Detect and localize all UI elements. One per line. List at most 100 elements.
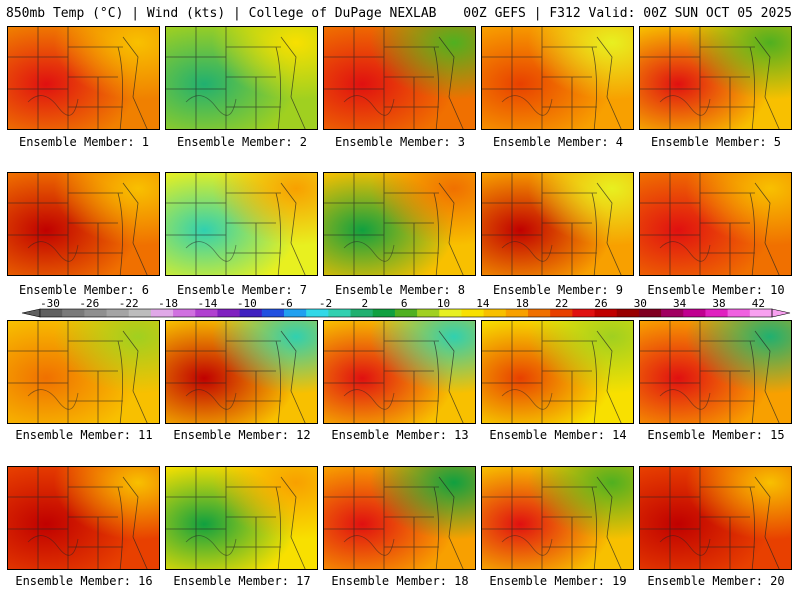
chart-title: 850mb Temp (°C) | Wind (kts) | College o… [6, 6, 437, 21]
colorbar-tick-label: -14 [197, 299, 217, 310]
temperature-map [639, 466, 792, 570]
colorbar-tick-label: 18 [516, 299, 529, 310]
temperature-map [323, 172, 476, 276]
colorbar-swatch [128, 309, 152, 317]
ensemble-member-caption: Ensemble Member: 8 [334, 283, 466, 297]
temperature-map [481, 466, 634, 570]
colorbar-swatch [550, 309, 573, 317]
colorbar-swatch [328, 309, 351, 317]
colorbar-swatch [661, 309, 684, 317]
ensemble-panel: Ensemble Member: 15 [639, 320, 792, 450]
ensemble-member-caption: Ensemble Member: 2 [176, 135, 308, 149]
ensemble-panel: Ensemble Member: 2 [165, 26, 318, 156]
colorbar-tick-label: 14 [476, 299, 490, 310]
ensemble-member-caption: Ensemble Member: 20 [647, 574, 785, 588]
ensemble-panel: Ensemble Member: 14 [481, 320, 634, 450]
colorbar-tick-label: 30 [634, 299, 647, 310]
temperature-map [323, 320, 476, 424]
temperature-map [165, 172, 318, 276]
colorbar-tick-label: 2 [362, 299, 369, 310]
ensemble-panel: Ensemble Member: 16 [7, 466, 160, 596]
ensemble-member-caption: Ensemble Member: 3 [334, 135, 466, 149]
colorbar-tick-label: -26 [79, 299, 99, 310]
colorbar-swatch [394, 309, 418, 317]
colorbar-tick-label: 34 [673, 299, 687, 310]
colorbar-swatch [350, 309, 374, 317]
colorbar-tick-label: -18 [158, 299, 178, 310]
temperature-map [7, 320, 160, 424]
ensemble-panel: Ensemble Member: 3 [323, 26, 476, 156]
colorbar-swatch [616, 309, 640, 317]
temperature-map [7, 26, 160, 130]
colorbar-tick-label: 6 [401, 299, 408, 310]
colorbar-tick-label: -6 [280, 299, 293, 310]
ensemble-panel: Ensemble Member: 10 [639, 172, 792, 302]
colorbar-swatch [417, 309, 440, 317]
ensemble-member-caption: Ensemble Member: 12 [173, 428, 311, 442]
colorbar-swatch [150, 309, 174, 317]
colorbar-swatch [683, 309, 706, 317]
ensemble-panel: Ensemble Member: 20 [639, 466, 792, 596]
colorbar-swatch [483, 309, 507, 317]
colorbar-outline [39, 308, 773, 318]
temperature-colorbar: -30 -26 -22 -18 -14 -10 -6 -2 2 6 10 14 18 22 26 30 34 38… [21, 299, 791, 318]
temperature-map [481, 26, 634, 130]
colorbar-swatch [749, 309, 773, 317]
colorbar-swatch [528, 309, 551, 317]
colorbar-swatch [40, 309, 63, 317]
ensemble-member-caption: Ensemble Member: 6 [18, 283, 150, 297]
colorbar-swatch [439, 309, 462, 317]
colorbar-swatch [306, 309, 329, 317]
ensemble-member-caption: Ensemble Member: 13 [331, 428, 469, 442]
colorbar-swatch [572, 309, 595, 317]
colorbar-tick-label: -10 [237, 299, 257, 310]
ensemble-panel: Ensemble Member: 1 [7, 26, 160, 156]
temperature-map [323, 466, 476, 570]
colorbar-tick-label: 42 [752, 299, 765, 310]
ensemble-member-caption: Ensemble Member: 7 [176, 283, 308, 297]
colorbar-swatch [727, 309, 751, 317]
ensemble-panel: Ensemble Member: 13 [323, 320, 476, 450]
ensemble-panel: Ensemble Member: 12 [165, 320, 318, 450]
temperature-map [481, 320, 634, 424]
colorbar-swatch [84, 309, 107, 317]
temperature-map [7, 172, 160, 276]
ensemble-panel: Ensemble Member: 19 [481, 466, 634, 596]
colorbar-swatch [173, 309, 196, 317]
ensemble-member-caption: Ensemble Member: 5 [650, 135, 782, 149]
ensemble-panel: Ensemble Member: 11 [7, 320, 160, 450]
ensemble-panel: Ensemble Member: 4 [481, 26, 634, 156]
temperature-map [639, 320, 792, 424]
ensemble-panel: Ensemble Member: 7 [165, 172, 318, 302]
ensemble-member-caption: Ensemble Member: 4 [492, 135, 624, 149]
ensemble-panel: Ensemble Member: 17 [165, 466, 318, 596]
ensemble-member-caption: Ensemble Member: 1 [18, 135, 150, 149]
colorbar-swatch [705, 309, 729, 317]
ensemble-member-caption: Ensemble Member: 18 [331, 574, 469, 588]
temperature-map [639, 172, 792, 276]
colorbar-swatch [372, 309, 396, 317]
ensemble-member-caption: Ensemble Member: 10 [647, 283, 785, 297]
colorbar-tick-label: 38 [712, 299, 725, 310]
ensemble-member-caption: Ensemble Member: 14 [489, 428, 627, 442]
ensemble-member-caption: Ensemble Member: 15 [647, 428, 785, 442]
ensemble-panel: Ensemble Member: 6 [7, 172, 160, 302]
ensemble-member-caption: Ensemble Member: 9 [492, 283, 624, 297]
temperature-map [323, 26, 476, 130]
colorbar-swatch [195, 309, 218, 317]
ensemble-member-caption: Ensemble Member: 16 [15, 574, 153, 588]
temperature-map [165, 26, 318, 130]
ensemble-panel: Ensemble Member: 18 [323, 466, 476, 596]
ensemble-panel: Ensemble Member: 8 [323, 172, 476, 302]
colorbar-swatch [594, 309, 618, 317]
colorbar-tick-label: -22 [119, 299, 139, 310]
colorbar-swatch [638, 309, 662, 317]
temperature-map [7, 466, 160, 570]
ensemble-panel: Ensemble Member: 9 [481, 172, 634, 302]
colorbar-swatch [461, 309, 485, 317]
ensemble-panel: Ensemble Member: 5 [639, 26, 792, 156]
ensemble-member-caption: Ensemble Member: 17 [173, 574, 311, 588]
colorbar-swatch [261, 309, 285, 317]
colorbar-tick-label: -30 [40, 299, 60, 310]
ensemble-member-caption: Ensemble Member: 11 [15, 428, 153, 442]
